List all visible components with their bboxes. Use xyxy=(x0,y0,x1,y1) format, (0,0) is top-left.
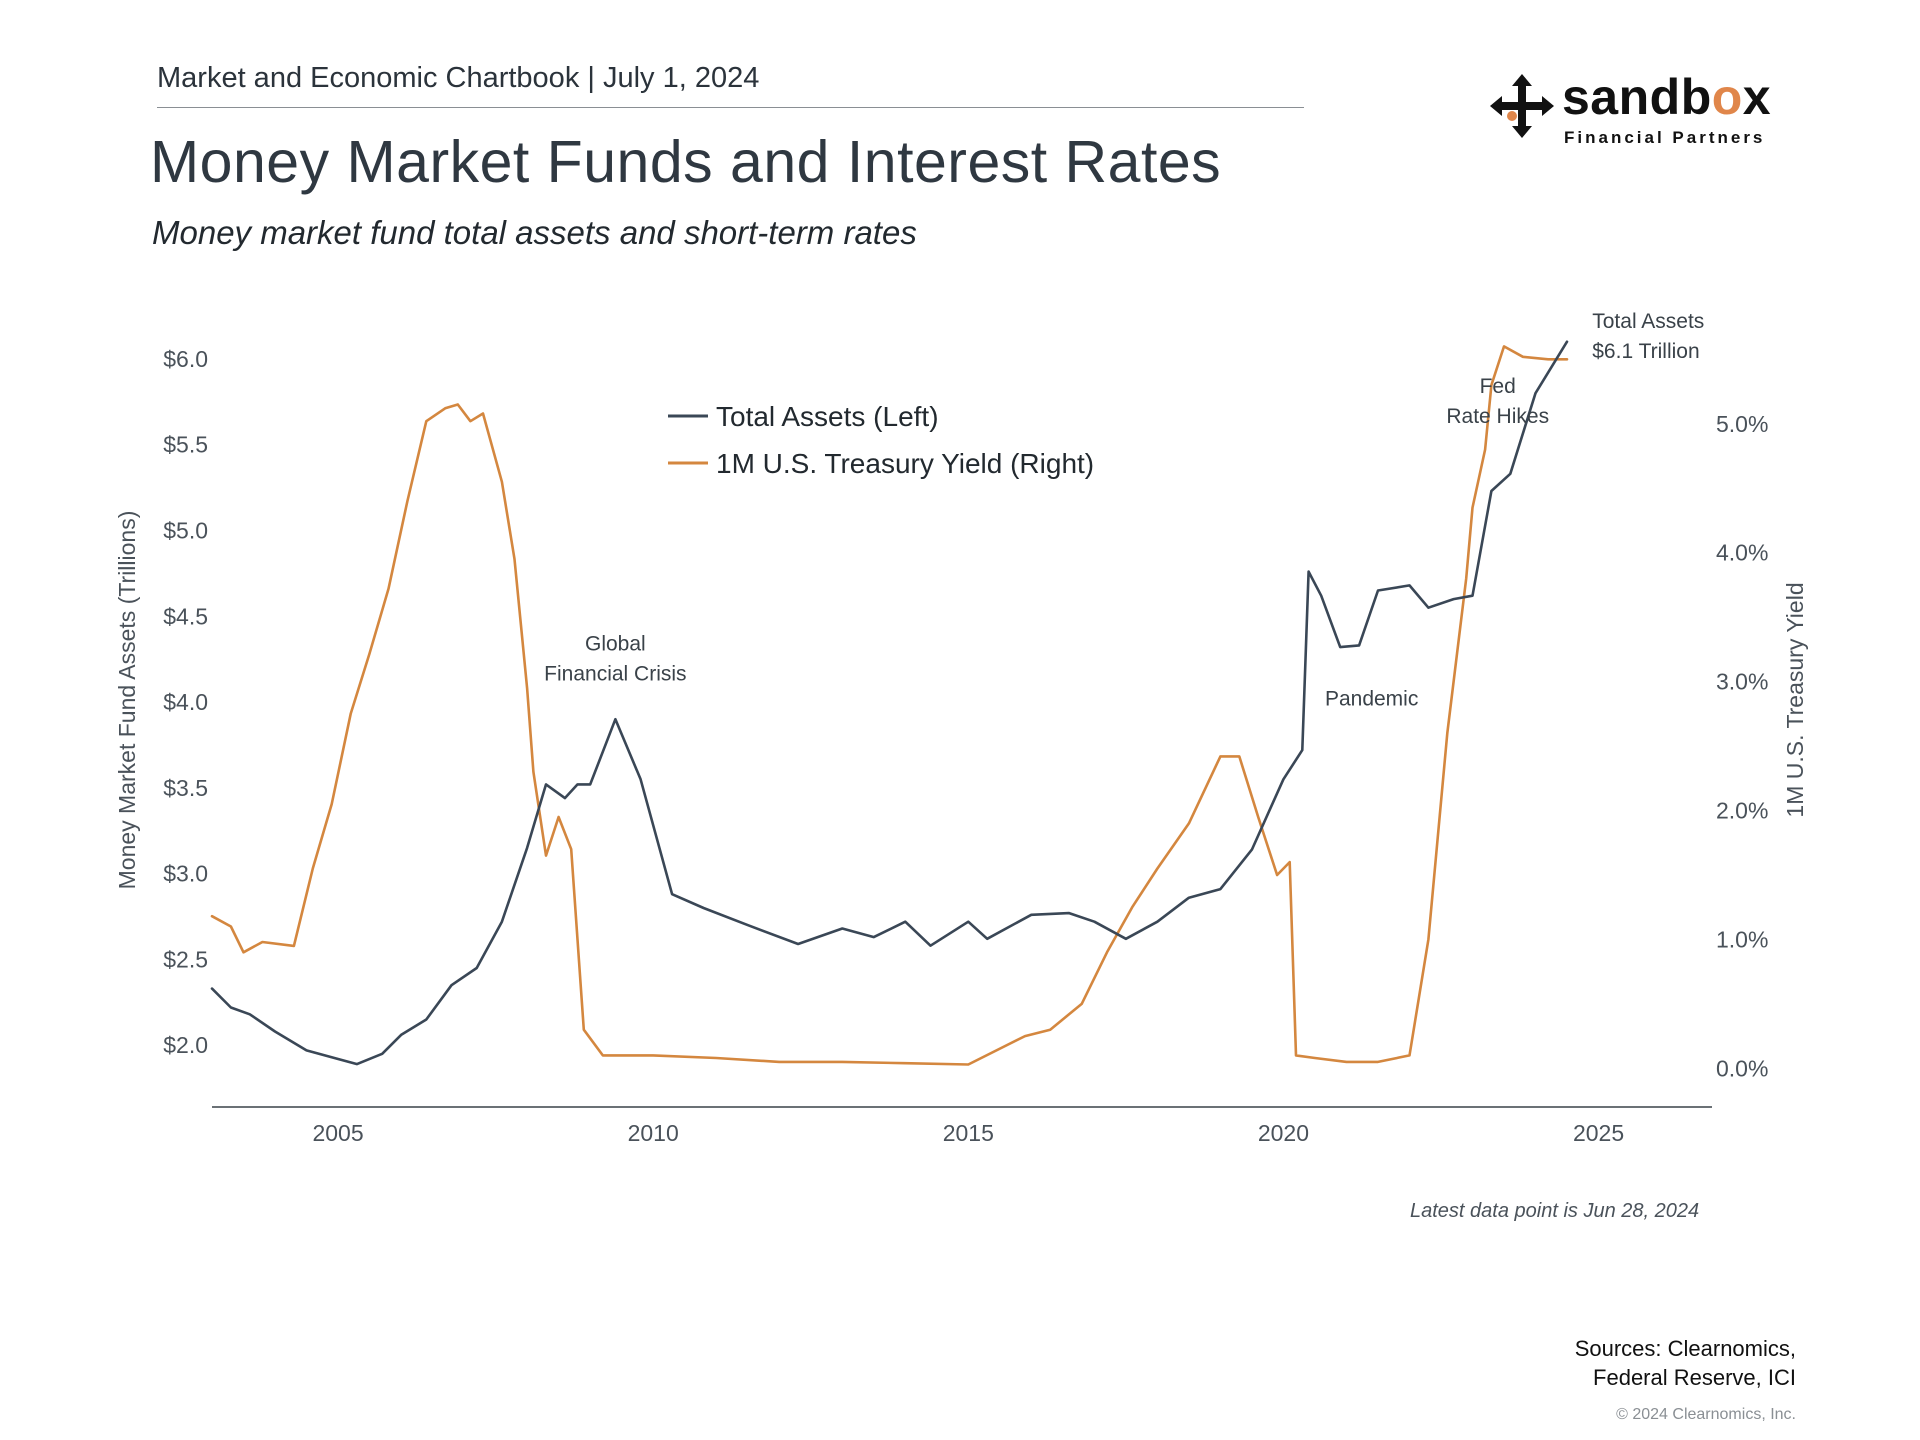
annotation-line: Pandemic xyxy=(1325,687,1418,710)
left-axis-title: Money Market Fund Assets (Trillions) xyxy=(114,511,140,890)
compass-arrows-icon xyxy=(1490,74,1554,138)
right-tick-label: 1.0% xyxy=(1716,926,1768,952)
x-axis-ticks: 2005 2010 2015 2020 2025 xyxy=(312,1120,1624,1146)
right-tick-label: 2.0% xyxy=(1716,798,1768,824)
logo-tagline: Financial Partners xyxy=(1564,128,1766,147)
logo-word-part2: x xyxy=(1742,69,1772,125)
right-tick-label: 3.0% xyxy=(1716,669,1768,695)
page-title: Money Market Funds and Interest Rates xyxy=(150,129,1222,195)
left-tick-label: $3.0 xyxy=(163,861,208,887)
left-tick-label: $2.5 xyxy=(163,946,208,972)
header-divider xyxy=(157,107,1304,108)
x-tick-label: 2010 xyxy=(628,1120,679,1146)
chartbook-label: Market and Economic Chartbook | July 1, … xyxy=(157,62,760,94)
chart-annotations: Global Financial Crisis Pandemic Fed Rate Hi… xyxy=(544,310,1704,710)
annotation-fed-rate-hikes: Fed Rate Hikes xyxy=(1446,375,1549,428)
legend-label-treasury-yield: 1M U.S. Treasury Yield (Right) xyxy=(716,448,1094,479)
sources-note: Sources: Clearnomics, Federal Reserve, I… xyxy=(1575,1334,1796,1392)
left-tick-label: $6.0 xyxy=(163,346,208,372)
annotation-line: Global xyxy=(585,633,646,656)
left-tick-label: $5.0 xyxy=(163,517,208,543)
left-tick-label: $3.5 xyxy=(163,775,208,801)
sources-line-1: Sources: Clearnomics, xyxy=(1574,1336,1796,1361)
logo-wordmark: sandbox xyxy=(1562,68,1771,126)
left-tick-label: $5.5 xyxy=(163,432,208,458)
sandbox-logo: sandbox Financial Partners xyxy=(1490,68,1790,150)
right-tick-label: 0.0% xyxy=(1716,1055,1768,1081)
annotation-line: Rate Hikes xyxy=(1446,405,1549,428)
treasury-yield-line xyxy=(210,345,1569,1066)
right-axis-ticks: 0.0% 1.0% 2.0% 3.0% 4.0% 5.0% xyxy=(1716,411,1768,1082)
logo-word-part1: sandb xyxy=(1562,69,1712,125)
left-axis-ticks: $2.0 $2.5 $3.0 $3.5 $4.0 $4.5 $5.0 $5.5 $6.0 xyxy=(163,346,208,1058)
right-tick-label: 4.0% xyxy=(1716,540,1768,566)
annotation-line: Fed xyxy=(1480,375,1516,398)
right-axis-title: 1M U.S. Treasury Yield xyxy=(1782,582,1808,817)
x-tick-label: 2005 xyxy=(312,1120,363,1146)
total-assets-line xyxy=(210,340,1569,1066)
latest-data-note: Latest data point is Jun 28, 2024 xyxy=(1410,1200,1700,1222)
x-tick-label: 2020 xyxy=(1258,1120,1309,1146)
annotation-global-financial-crisis: Global Financial Crisis xyxy=(544,633,686,686)
left-tick-label: $4.0 xyxy=(163,689,208,715)
annotation-line: Total Assets xyxy=(1592,310,1704,333)
x-tick-label: 2015 xyxy=(943,1120,994,1146)
left-tick-label: $4.5 xyxy=(163,603,208,629)
chart-legend: Total Assets (Left) 1M U.S. Treasury Yie… xyxy=(668,401,1094,479)
annotation-line: $6.1 Trillion xyxy=(1592,340,1699,363)
annotation-total-assets: Total Assets $6.1 Trillion xyxy=(1592,310,1704,363)
left-tick-label: $2.0 xyxy=(163,1032,208,1058)
legend-label-total-assets: Total Assets (Left) xyxy=(716,401,939,432)
page-subtitle: Money market fund total assets and short… xyxy=(152,214,917,251)
series-lines xyxy=(210,340,1569,1066)
annotation-pandemic: Pandemic xyxy=(1325,687,1418,710)
logo-word-accent: o xyxy=(1711,69,1743,125)
right-tick-label: 5.0% xyxy=(1716,411,1768,437)
x-tick-label: 2025 xyxy=(1573,1120,1624,1146)
sources-line-2: Federal Reserve, ICI xyxy=(1593,1365,1796,1390)
annotation-line: Financial Crisis xyxy=(544,663,686,686)
copyright-note: © 2024 Clearnomics, Inc. xyxy=(1616,1406,1796,1423)
